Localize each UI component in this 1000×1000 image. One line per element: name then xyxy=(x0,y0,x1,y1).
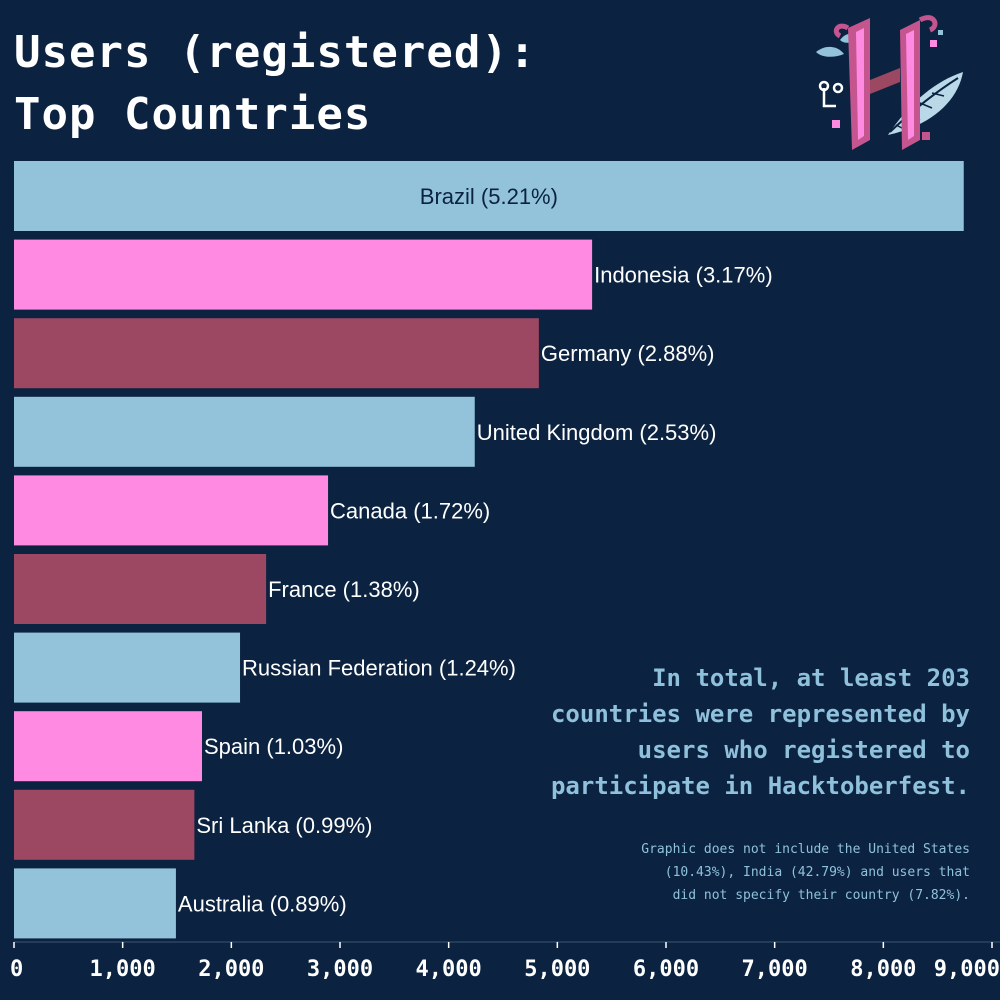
chart-title: Users (registered): Top Countries xyxy=(14,22,536,146)
bar-russian-federation xyxy=(14,632,241,703)
x-tick-label: 5,000 xyxy=(524,957,590,982)
chart-title-line-1: Users (registered): xyxy=(14,27,537,78)
x-tick-label: 9,000 xyxy=(934,957,1000,982)
x-tick-label: 2,000 xyxy=(198,957,264,982)
bar-canada xyxy=(14,475,329,546)
total-countries-note: In total, at least 203 countries were re… xyxy=(550,664,970,800)
x-tick-label: 0 xyxy=(10,957,23,982)
x-tick-label: 7,000 xyxy=(742,957,808,982)
x-tick-label: 8,000 xyxy=(850,957,916,982)
bar-label-united-kingdom: United Kingdom (2.53%) xyxy=(477,420,717,445)
bar-label-russian-federation: Russian Federation (1.24%) xyxy=(242,656,516,681)
bar-label-brazil: Brazil (5.21%) xyxy=(420,184,558,209)
hacktoberfest-h-logo-icon xyxy=(816,15,963,150)
bar-united-kingdom xyxy=(14,396,475,467)
bar-label-canada: Canada (1.72%) xyxy=(330,498,490,523)
excluded-countries-footnote: Graphic does not include the United Stat… xyxy=(641,842,970,903)
bar-sri-lanka xyxy=(14,789,195,860)
bar-australia xyxy=(14,868,176,939)
bar-label-sri-lanka: Sri Lanka (0.99%) xyxy=(196,813,372,838)
bar-label-australia: Australia (0.89%) xyxy=(178,891,347,916)
x-tick-label: 4,000 xyxy=(416,957,482,982)
bar-brazil xyxy=(14,161,964,231)
chart-title-line-2: Top Countries xyxy=(14,89,372,140)
bar-label-france: France (1.38%) xyxy=(268,577,420,602)
bar-germany xyxy=(14,318,539,389)
x-tick-label: 1,000 xyxy=(90,957,156,982)
x-tick-label: 3,000 xyxy=(307,957,373,982)
bar-indonesia xyxy=(14,239,593,310)
bar-france xyxy=(14,554,267,624)
bar-label-spain: Spain (1.03%) xyxy=(204,734,343,759)
bar-label-indonesia: Indonesia (3.17%) xyxy=(594,263,773,288)
x-tick-label: 6,000 xyxy=(633,957,699,982)
bar-spain xyxy=(14,711,202,782)
bar-label-germany: Germany (2.88%) xyxy=(541,341,715,366)
